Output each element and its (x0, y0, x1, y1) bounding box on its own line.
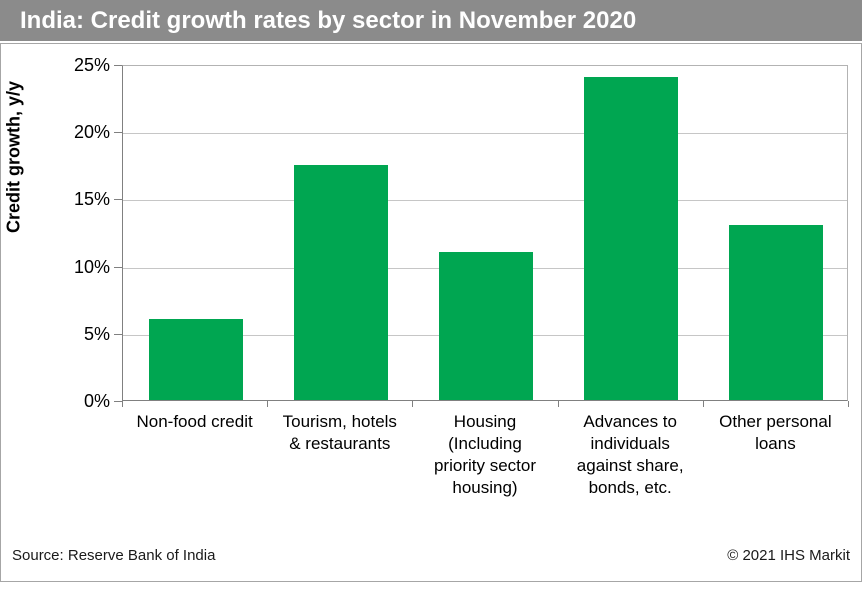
x-tick-mark (702, 401, 704, 407)
y-tick-mark (114, 199, 122, 201)
y-tick-label: 10% (73, 256, 110, 277)
y-tick-label: 15% (73, 189, 110, 210)
copyright-note: © 2021 IHS Markit (727, 547, 850, 564)
bar-other-personal-loans (729, 225, 824, 400)
x-tick-mark (122, 401, 123, 407)
bar-advances-to-individuals-against-share-bonds-etc (584, 77, 679, 400)
y-tick-label: 25% (73, 55, 110, 75)
y-tick-mark (114, 333, 122, 335)
bar-housing-including-priority-sector-housing (439, 252, 533, 400)
y-tick-label: 5% (83, 323, 110, 344)
y-tick-mark (114, 132, 122, 134)
footer: Source: Reserve Bank of India © 2021 IHS… (12, 547, 850, 564)
x-tick-mark (848, 401, 849, 407)
bar-non-food-credit (148, 319, 243, 400)
x-category-label: Advances to individuals against share, b… (576, 412, 684, 497)
x-category-label: Non-food credit (136, 412, 253, 431)
x-category-label: Tourism, hotels & restaurants (282, 412, 397, 453)
gridline (123, 133, 847, 135)
source-note: Source: Reserve Bank of India (12, 547, 216, 564)
y-tick-label: 20% (73, 122, 110, 143)
chart-title: India: Credit growth rates by sector in … (20, 7, 637, 34)
chart-title-bar: India: Credit growth rates by sector in … (0, 0, 862, 41)
x-category-label: Housing (Including priority sector housi… (433, 412, 536, 497)
x-tick-mark (412, 401, 414, 407)
x-tick-mark (557, 401, 559, 407)
plot-area (122, 65, 848, 401)
bar-tourism-hotels-restaurants (293, 164, 388, 400)
y-tick-mark (114, 65, 122, 66)
gridline (123, 200, 847, 202)
y-axis-title: Credit growth, y/y (3, 80, 24, 233)
y-tick-mark (114, 401, 122, 402)
x-tick-mark (267, 401, 269, 407)
x-category-label: Other personal loans (719, 412, 832, 453)
y-tick-mark (114, 266, 122, 268)
y-tick-label: 0% (83, 391, 110, 411)
